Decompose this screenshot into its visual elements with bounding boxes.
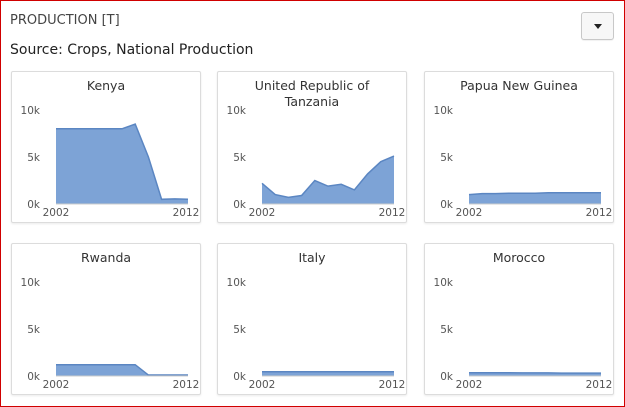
chart-title: Italy [298, 250, 326, 265]
y-tick-label: 0k [233, 371, 247, 383]
x-tick-label: 2002 [43, 379, 70, 391]
y-tick-label: 0k [440, 199, 454, 211]
y-tick-label: 10k [227, 105, 247, 117]
x-tick-label: 2012 [173, 379, 200, 391]
options-dropdown-button[interactable] [581, 12, 614, 40]
x-tick-label: 2002 [43, 207, 70, 219]
y-tick-label: 0k [27, 371, 41, 383]
y-tick-label: 5k [27, 324, 41, 336]
chart-panel-morocco: Morocco 10k 5k 0k 2002 2012 [424, 243, 614, 395]
y-tick-label: 0k [233, 199, 247, 211]
area-series [262, 156, 394, 204]
y-tick-label: 10k [434, 277, 454, 289]
x-tick-label: 2002 [456, 379, 483, 391]
y-tick-label: 5k [27, 152, 41, 164]
y-tick-label: 5k [440, 324, 454, 336]
y-tick-label: 10k [227, 277, 247, 289]
area-line [56, 363, 188, 376]
y-tick-label: 5k [440, 152, 454, 164]
chart-title: United Republic of Tanzania [254, 78, 370, 109]
chart-panel-kenya: Kenya 10k 5k 0k 2002 2012 [11, 71, 201, 223]
caret-down-icon [594, 24, 602, 29]
y-tick-label: 0k [440, 371, 454, 383]
y-tick-label: 0k [27, 199, 41, 211]
area-line [261, 155, 395, 199]
area-series [56, 364, 188, 376]
y-tick-label: 10k [21, 105, 41, 117]
x-tick-label: 2012 [586, 379, 613, 391]
chart-title: Kenya [86, 78, 126, 93]
chart-panel-italy: Italy 10k 5k 0k 2002 2012 [217, 243, 407, 395]
chart-panel-papua-new-guinea: Papua New Guinea 10k 5k 0k 2002 2012 [424, 71, 614, 223]
area-line [468, 191, 601, 196]
chart-title: Papua New Guinea [460, 78, 578, 93]
x-tick-label: 2012 [586, 207, 613, 219]
widget-title: PRODUCTION [T] [10, 13, 120, 28]
y-tick-label: 5k [233, 324, 247, 336]
area-line [56, 123, 189, 201]
chart-panel-rwanda: Rwanda 10k 5k 0k 2002 2012 [11, 243, 201, 395]
x-tick-label: 2002 [249, 207, 276, 219]
x-tick-label: 2012 [379, 379, 406, 391]
chart-title: Rwanda [80, 250, 132, 265]
y-tick-label: 10k [434, 105, 454, 117]
chart-title: Morocco [492, 250, 546, 265]
area-series [56, 124, 188, 204]
chart-panel-tanzania: United Republic of Tanzania 10k 5k 0k 2002 2… [217, 71, 407, 223]
area-series [262, 371, 394, 376]
area-series [469, 192, 601, 204]
x-tick-label: 2002 [249, 379, 276, 391]
y-tick-label: 5k [233, 152, 247, 164]
x-tick-label: 2002 [456, 207, 483, 219]
y-tick-label: 10k [21, 277, 41, 289]
x-tick-label: 2012 [379, 207, 406, 219]
x-tick-label: 2012 [173, 207, 200, 219]
widget-subtitle: Source: Crops, National Production [10, 42, 254, 58]
